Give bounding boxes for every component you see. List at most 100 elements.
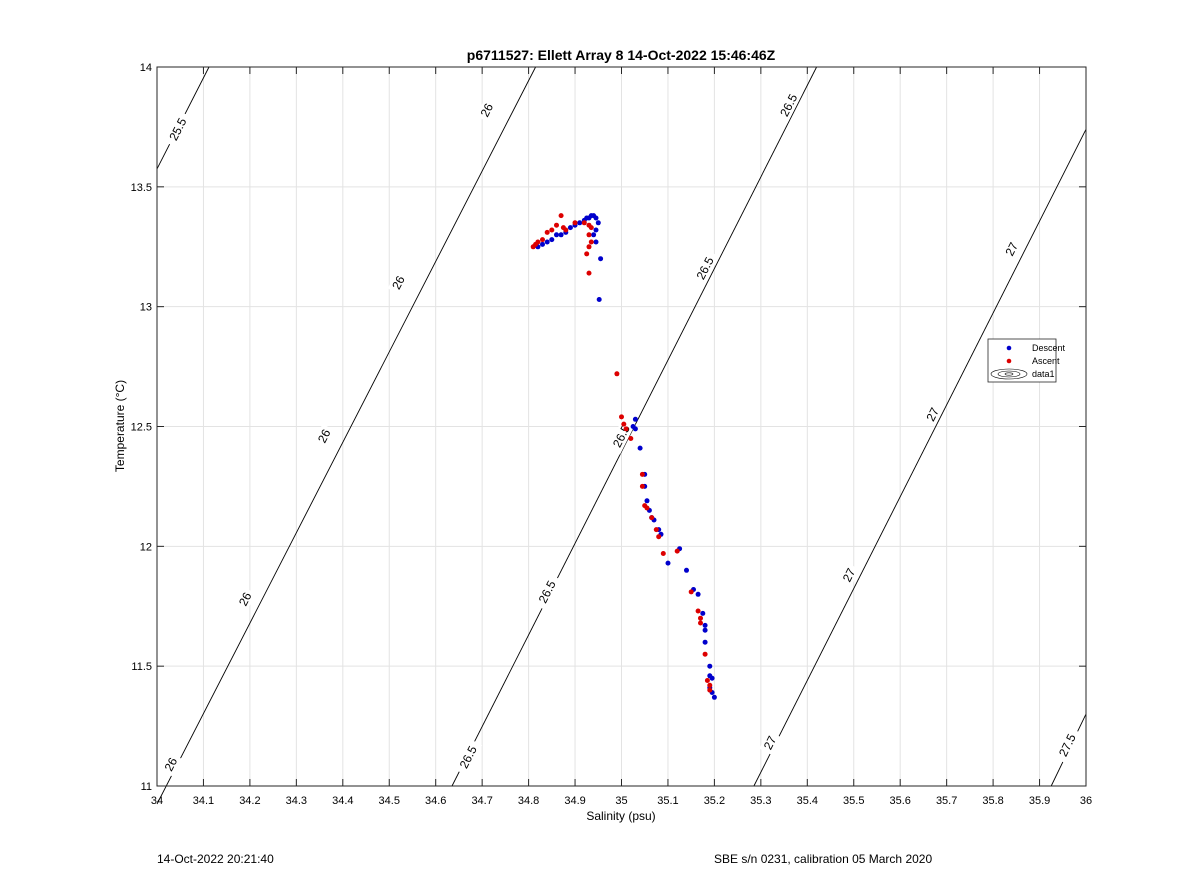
point-descent — [591, 232, 597, 238]
contour-label: 27 — [761, 733, 780, 752]
x-tick-label: 35.8 — [982, 795, 1003, 807]
contour-label-bg — [774, 86, 803, 124]
contour-label-bg — [533, 573, 562, 611]
x-tick-label: 34.3 — [286, 795, 307, 807]
contour-label: 27 — [1002, 240, 1021, 259]
contour-label-bg — [313, 423, 335, 449]
y-tick-label: 11 — [141, 781, 152, 793]
contour-label-bg — [476, 98, 498, 123]
point-descent — [549, 237, 555, 243]
point-ascent — [581, 220, 587, 226]
contour-label-bg — [838, 563, 860, 588]
x-tick-label: 35.7 — [936, 795, 957, 807]
contour-label: 26 — [389, 273, 408, 292]
point-descent — [711, 694, 717, 700]
legend-marker-descent — [1006, 345, 1012, 351]
point-descent — [540, 241, 545, 247]
point-ascent — [698, 620, 703, 626]
contour-label-bg — [759, 730, 781, 755]
point-ascent — [554, 222, 559, 228]
point-ascent — [572, 220, 578, 226]
point-ascent — [544, 229, 550, 235]
y-tick-label: 13 — [140, 302, 152, 314]
y-axis-ticks: 11 11.5 12 12.5 13 13.5 14 — [131, 62, 1086, 793]
x-tick-label: 35.5 — [843, 795, 864, 807]
contour-label-bg — [1000, 237, 1023, 262]
legend-label-data1: data1 — [1032, 369, 1055, 379]
point-ascent — [619, 414, 624, 420]
contour-label: 26 — [478, 101, 497, 120]
y-tick-label: 12.5 — [131, 422, 152, 434]
point-descent — [596, 297, 602, 302]
point-ascent — [639, 483, 645, 489]
legend: Descent Ascent data1 — [987, 338, 1066, 383]
point-ascent — [586, 270, 592, 276]
x-tick-label: 34.4 — [332, 795, 353, 807]
point-descent — [637, 445, 643, 451]
point-ascent — [639, 471, 645, 477]
point-ascent — [586, 232, 592, 238]
point-ascent — [563, 227, 569, 233]
point-descent — [644, 498, 650, 504]
legend-marker-ascent — [1006, 358, 1012, 364]
point-descent — [665, 560, 671, 566]
point-ascent — [653, 527, 659, 533]
contour-label-bg — [607, 417, 636, 455]
point-ascent — [588, 239, 594, 245]
legend-label-descent: Descent — [1032, 343, 1066, 353]
x-tick-label: 34.6 — [425, 795, 446, 807]
legend-label-ascent: Ascent — [1032, 356, 1060, 366]
point-ascent — [707, 687, 713, 693]
point-descent — [702, 639, 708, 645]
contour-label-bg — [454, 738, 483, 776]
point-descent — [632, 426, 638, 432]
data-points — [530, 213, 717, 700]
point-ascent — [649, 515, 655, 521]
y-axis-label: Temperature (°C) — [113, 380, 127, 472]
x-tick-label: 35.1 — [657, 795, 678, 807]
x-tick-label: 36 — [1080, 795, 1092, 807]
point-ascent — [695, 608, 701, 614]
point-ascent — [688, 589, 694, 595]
legend-box — [987, 338, 1057, 383]
point-ascent — [656, 534, 662, 540]
footer-calibration: SBE s/n 0231, calibration 05 March 2020 — [714, 852, 933, 866]
x-tick-label: 34 — [151, 795, 163, 807]
legend-marker-data1 — [990, 368, 1028, 380]
y-tick-label: 12 — [140, 541, 152, 553]
x-tick-label: 35.2 — [704, 795, 725, 807]
contour-label: 27 — [923, 405, 942, 424]
x-tick-label: 34.9 — [564, 795, 585, 807]
point-ascent — [674, 548, 680, 554]
x-tick-label: 34.8 — [518, 795, 539, 807]
point-ascent — [702, 651, 708, 657]
x-axis-label: Salinity (psu) — [586, 809, 655, 823]
point-descent — [567, 225, 573, 231]
point-descent — [684, 567, 689, 573]
y-tick-label: 13.5 — [131, 182, 152, 194]
contour-label-bg — [1053, 726, 1082, 764]
point-descent — [595, 220, 601, 226]
x-tick-label: 35 — [615, 795, 627, 807]
contour-label-bg — [163, 110, 192, 148]
contour-label-bg — [234, 587, 257, 612]
point-descent — [695, 591, 701, 597]
point-descent — [632, 416, 638, 422]
x-tick-label: 34.5 — [379, 795, 400, 807]
contour-label-bg — [921, 402, 944, 427]
point-ascent — [586, 244, 592, 250]
point-ascent — [535, 239, 541, 245]
point-descent — [577, 220, 583, 226]
contour-label-bg — [691, 249, 720, 287]
point-descent — [700, 610, 706, 616]
point-descent — [702, 622, 708, 628]
x-tick-label: 35.3 — [750, 795, 771, 807]
y-tick-label: 11.5 — [131, 661, 152, 673]
x-tick-label: 34.1 — [193, 795, 214, 807]
point-descent — [544, 239, 550, 245]
point-ascent — [698, 615, 703, 621]
point-descent — [702, 627, 708, 633]
point-ascent — [660, 551, 666, 556]
y-tick-label: 14 — [140, 62, 152, 74]
